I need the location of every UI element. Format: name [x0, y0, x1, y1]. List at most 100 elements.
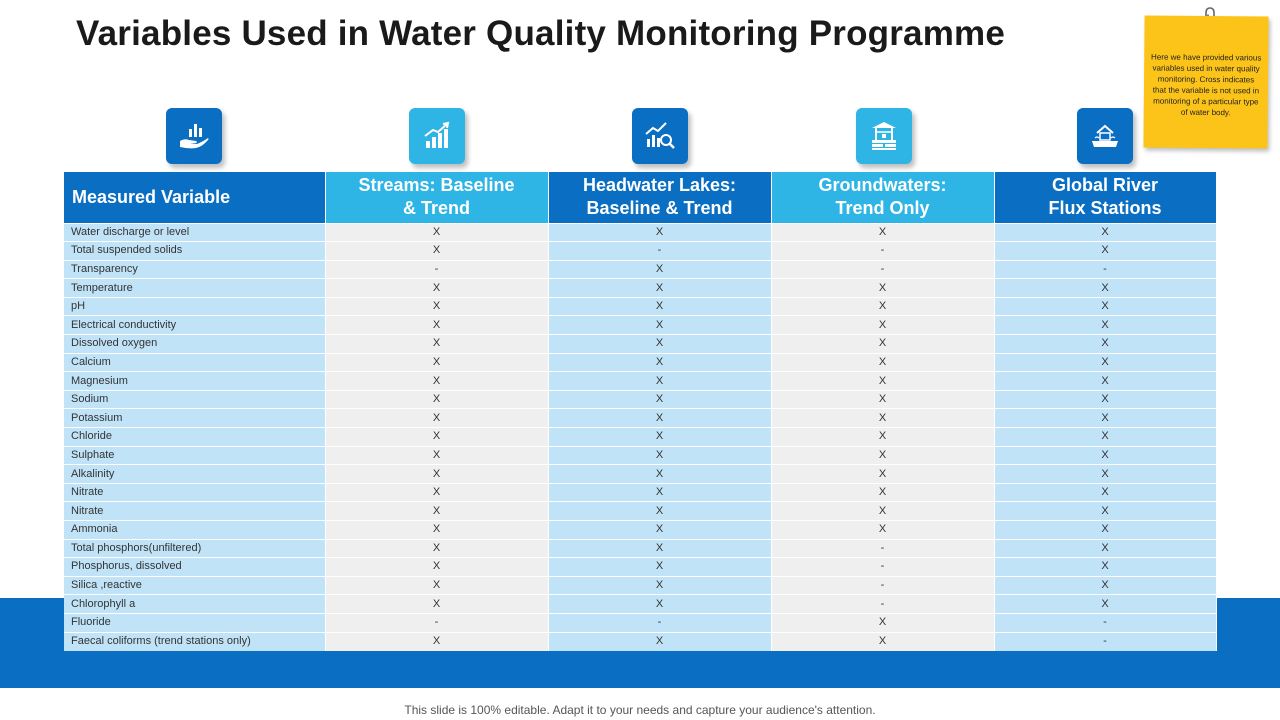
table-row: Ammonia X X X X: [64, 520, 1217, 540]
table-row: pH X X X X: [64, 296, 1217, 316]
table-header-row: Measured Variable Streams: Baseline & Tr…: [64, 172, 1217, 223]
cell-value: -: [771, 259, 995, 279]
table-row: Phosphorus, dissolved X X - X: [64, 557, 1217, 577]
cell-value: X: [548, 445, 772, 465]
variable-label: Ammonia: [64, 520, 326, 540]
cell-value: -: [548, 612, 772, 633]
cell-value: X: [325, 222, 549, 242]
table-row: Dissolved oxygen X X X X: [64, 334, 1217, 354]
cell-value: X: [325, 334, 549, 354]
chart-magnifier-icon: [632, 108, 688, 164]
cell-value: X: [771, 464, 995, 484]
growth-chart-icon: [409, 108, 465, 164]
cell-value: X: [325, 594, 549, 614]
variable-label: Fluoride: [64, 612, 326, 633]
cell-value: -: [548, 241, 772, 261]
sticky-note-text: Here we have provided various variables …: [1151, 52, 1262, 118]
cell-value: X: [548, 296, 772, 316]
cell-value: X: [325, 241, 549, 261]
variables-table: Measured Variable Streams: Baseline & Tr…: [64, 172, 1217, 651]
cell-value: X: [994, 296, 1217, 316]
cell-value: X: [548, 352, 772, 372]
table-body: Water discharge or level X X X X Total suspen…: [64, 222, 1217, 651]
table-row: Total suspended solids X - - X: [64, 241, 1217, 261]
variable-label: Nitrate: [64, 501, 326, 521]
cell-value: X: [548, 222, 772, 242]
cell-value: X: [994, 445, 1217, 465]
variable-label: pH: [64, 296, 326, 316]
page-title: Variables Used in Water Quality Monitori…: [76, 14, 1006, 53]
cell-value: X: [994, 464, 1217, 484]
table-row: Calcium X X X X: [64, 352, 1217, 372]
cell-value: X: [548, 631, 772, 651]
cell-value: X: [994, 278, 1217, 298]
table-row: Silica ,reactive X X - X: [64, 575, 1217, 595]
cell-value: X: [994, 389, 1217, 409]
table-row: Alkalinity X X X X: [64, 464, 1217, 484]
cell-value: -: [771, 557, 995, 577]
variable-label: Silica ,reactive: [64, 575, 326, 595]
variable-label: Calcium: [64, 352, 326, 372]
cell-value: X: [548, 557, 772, 577]
table-row: Potassium X X X X: [64, 408, 1217, 428]
cell-value: X: [771, 612, 995, 633]
variable-label: Faecal coliforms (trend stations only): [64, 631, 326, 651]
cell-value: X: [771, 278, 995, 298]
cell-value: X: [325, 427, 549, 447]
cell-value: X: [325, 520, 549, 540]
cell-value: X: [994, 352, 1217, 372]
variable-label: Temperature: [64, 278, 326, 298]
variable-label: Sodium: [64, 389, 326, 409]
cell-value: X: [771, 296, 995, 316]
cell-value: X: [325, 389, 549, 409]
cell-value: X: [771, 371, 995, 391]
table-row: Faecal coliforms (trend stations only) X X…: [64, 631, 1217, 651]
cell-value: X: [548, 464, 772, 484]
table-row: Sulphate X X X X: [64, 445, 1217, 465]
cell-value: X: [325, 352, 549, 372]
cell-value: X: [994, 408, 1217, 428]
house-water-icon: [1077, 108, 1133, 164]
cell-value: X: [771, 334, 995, 354]
table-row: Chloride X X X X: [64, 427, 1217, 447]
variable-label: Chloride: [64, 427, 326, 447]
cell-value: X: [548, 408, 772, 428]
variable-label: Alkalinity: [64, 464, 326, 484]
variable-label: Potassium: [64, 408, 326, 428]
variable-label: Electrical conductivity: [64, 315, 326, 335]
cell-value: X: [994, 538, 1217, 558]
cell-value: -: [771, 241, 995, 261]
cell-value: X: [548, 389, 772, 409]
cell-value: -: [325, 259, 549, 279]
cell-value: X: [994, 520, 1217, 540]
cell-value: -: [994, 259, 1217, 279]
cell-value: -: [994, 631, 1217, 651]
cell-value: X: [771, 631, 995, 651]
cell-value: X: [325, 296, 549, 316]
header-headwater-lakes: Headwater Lakes: Baseline & Trend: [548, 172, 772, 223]
variable-label: Total suspended solids: [64, 241, 326, 261]
variable-label: Nitrate: [64, 482, 326, 502]
variable-label: Water discharge or level: [64, 222, 326, 242]
cell-value: X: [325, 445, 549, 465]
cell-value: X: [771, 501, 995, 521]
variable-label: Chlorophyll a: [64, 594, 326, 614]
cell-value: X: [771, 315, 995, 335]
cell-value: X: [325, 501, 549, 521]
cell-value: X: [771, 408, 995, 428]
cell-value: X: [771, 427, 995, 447]
cell-value: X: [771, 445, 995, 465]
cell-value: X: [548, 315, 772, 335]
cell-value: X: [325, 631, 549, 651]
water-well-icon: [856, 108, 912, 164]
cell-value: X: [771, 352, 995, 372]
cell-value: X: [325, 408, 549, 428]
table-row: Transparency - X - -: [64, 259, 1217, 279]
cell-value: X: [994, 557, 1217, 577]
cell-value: X: [548, 520, 772, 540]
cell-value: X: [548, 334, 772, 354]
table-row: Electrical conductivity X X X X: [64, 315, 1217, 335]
cell-value: X: [325, 482, 549, 502]
cell-value: X: [994, 334, 1217, 354]
